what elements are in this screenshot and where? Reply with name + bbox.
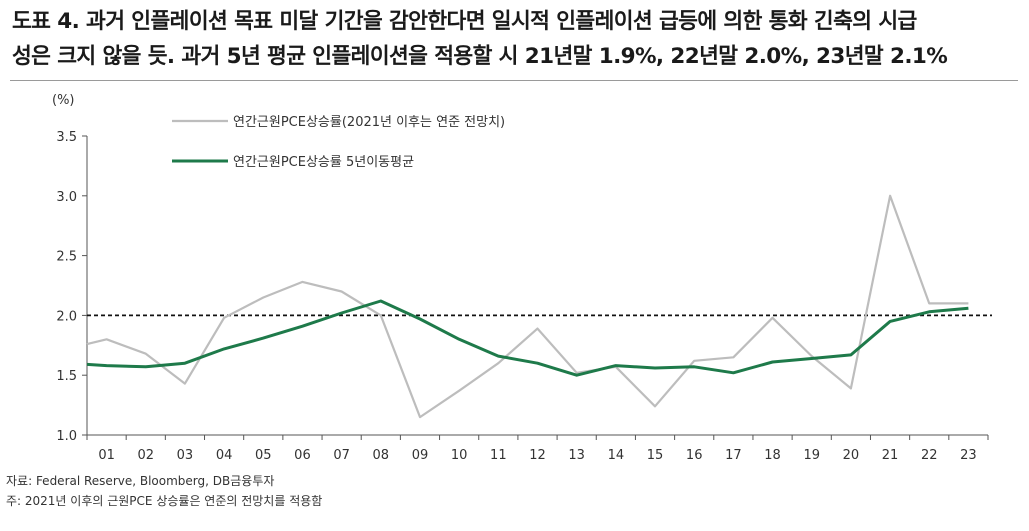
y-axis-unit-label: (%): [52, 93, 75, 108]
x-axis: 01 02 03 04 05 06 07 08 09 10 11 12 13 14 15 16 17 18 19 20…: [86, 434, 989, 463]
x-tick-label: 05: [255, 448, 272, 463]
x-tick-label: 12: [529, 448, 546, 463]
y-tick-label: 3.0: [56, 190, 77, 205]
x-tick-label: 11: [490, 448, 507, 463]
x-tick-label: 17: [725, 448, 742, 463]
x-tick-label: 09: [412, 448, 429, 463]
x-tick-label: 06: [294, 448, 311, 463]
legend-label-5yr-moving-average: 연간근원PCE상승률 5년이동평균: [233, 155, 414, 170]
x-tick-label: 13: [568, 448, 585, 463]
x-tick-label: 04: [216, 448, 233, 463]
series-line-5yr-moving-average: [86, 299, 969, 377]
y-tick-label: 2.5: [56, 250, 77, 265]
y-tick-label: 1.5: [56, 369, 77, 384]
x-tick-label: 19: [803, 448, 820, 463]
chart-title: 도표 4. 과거 인플레이션 목표 미달 기간을 감안한다면 일시적 인플레이션…: [12, 4, 1017, 74]
x-tick-label: 10: [451, 448, 468, 463]
series-line-core-pce: [86, 194, 969, 419]
x-tick-label: 15: [647, 448, 664, 463]
title-line-1: 도표 4. 과거 인플레이션 목표 미달 기간을 감안한다면 일시적 인플레이션…: [12, 9, 917, 34]
footnote: 주: 2021년 이후의 근원PCE 상승률은 연준의 전망치를 적용함: [6, 494, 323, 508]
x-tick-label: 22: [921, 448, 938, 463]
title-divider: [10, 80, 1018, 81]
y-tick-label: 1.0: [56, 429, 77, 444]
x-tick-label: 20: [843, 448, 860, 463]
x-tick-label: 16: [686, 448, 703, 463]
legend: 연간근원PCE상승률(2021년 이후는 연준 전망치) 연간근원PCE상승률 …: [172, 115, 505, 170]
x-tick-label: 23: [960, 448, 977, 463]
y-tick-label: 2.0: [56, 309, 77, 324]
title-line-2: 성은 크지 않을 듯. 과거 5년 평균 인플레이션을 적용할 시 21년말 1…: [12, 44, 948, 69]
x-tick-label: 18: [764, 448, 781, 463]
source-note: 자료: Federal Reserve, Bloomberg, DB금융투자: [6, 474, 275, 488]
y-tick-label: 3.5: [56, 130, 77, 145]
x-tick-label: 14: [608, 448, 625, 463]
y-axis: 1.0 1.5 2.0 2.5 3.0 3.5: [56, 130, 88, 444]
x-tick-label: 01: [98, 448, 115, 463]
legend-label-core-pce: 연간근원PCE상승률(2021년 이후는 연준 전망치): [233, 115, 505, 130]
x-tick-label: 21: [882, 448, 899, 463]
x-tick-label: 02: [137, 448, 154, 463]
x-tick-label: 07: [333, 448, 350, 463]
x-tick-label: 08: [373, 448, 390, 463]
x-tick-label: 03: [177, 448, 194, 463]
